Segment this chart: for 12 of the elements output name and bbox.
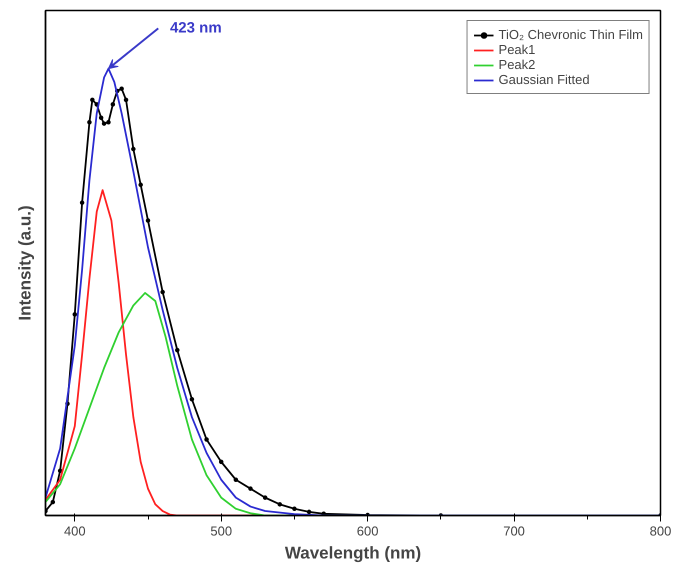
x-axis-title: Wavelength (nm) [284, 544, 422, 562]
x-tick-label: 700 [503, 524, 525, 538]
legend-label: Gaussian Fitted [498, 72, 590, 87]
legend-label: Peak1 [498, 42, 536, 57]
y-axis-title: Intensity (a.u.) [16, 205, 34, 321]
x-tick-label: 600 [356, 524, 378, 538]
legend-label: Peak2 [498, 57, 536, 72]
x-tick-label: 800 [650, 524, 672, 538]
x-tick-label: 400 [64, 524, 86, 538]
x-tick-label: 500 [210, 524, 232, 538]
annotation: 423 nm [170, 19, 222, 36]
legend-label: TiO₂ Chevronic Thin Film [498, 27, 643, 42]
